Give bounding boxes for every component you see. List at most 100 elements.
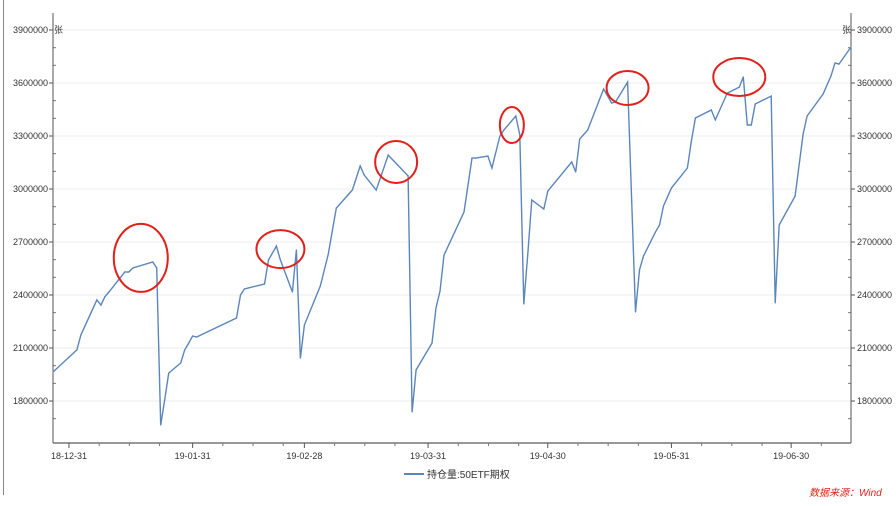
data-point (431, 342, 433, 344)
gridlines (53, 29, 851, 402)
data-point (634, 311, 637, 313)
series-line (52, 46, 852, 426)
data-point (275, 245, 278, 247)
y-tick-label-left: 3900000 (13, 25, 48, 35)
data-point (471, 157, 473, 159)
data-point (407, 175, 409, 177)
data-point (180, 362, 182, 364)
y-tick-label-right: 3000000 (857, 184, 892, 194)
data-point (291, 291, 293, 293)
data-point (654, 231, 657, 233)
data-point (156, 267, 158, 269)
highlight-circle (374, 139, 419, 184)
y-tick-label-left: 1800000 (13, 396, 48, 406)
data-point (794, 195, 796, 197)
data-point (319, 285, 321, 287)
data-point (802, 133, 804, 135)
data-point (770, 95, 772, 97)
data-point (100, 304, 102, 306)
x-tick-label: 19-02-28 (286, 451, 322, 461)
data-point (834, 62, 836, 64)
data-point (132, 267, 134, 269)
data-point (184, 349, 186, 351)
data-point (196, 336, 198, 338)
data-point (626, 81, 629, 83)
data-point (686, 167, 689, 169)
data-point (351, 189, 353, 191)
data-point (104, 296, 106, 298)
data-point (523, 303, 525, 305)
data-point (267, 259, 270, 261)
y-tick-label-right: 2400000 (857, 290, 892, 300)
data-point (164, 399, 166, 401)
data-point (519, 134, 521, 136)
data-point (439, 290, 441, 292)
data-point (658, 224, 661, 226)
legend-swatch (404, 472, 424, 475)
data-point (327, 253, 329, 255)
data-point (475, 157, 477, 159)
highlight-circle (255, 229, 306, 270)
data-point (642, 255, 645, 257)
data-point (850, 46, 852, 48)
data-point (243, 288, 246, 290)
data-point (774, 302, 776, 304)
data-point (527, 253, 529, 255)
data-point (754, 103, 756, 105)
data-point (491, 167, 493, 169)
data-point (443, 254, 445, 256)
data-point (838, 63, 840, 65)
data-point (108, 291, 110, 293)
y-tick-label-left: 3600000 (13, 78, 48, 88)
axes: 1800000 1800000 2100000 2100000 2400000 24000… (13, 13, 892, 461)
data-point (279, 259, 282, 261)
data-point (714, 119, 716, 121)
data-point (160, 424, 162, 426)
y-tick-label-left: 3300000 (13, 131, 48, 141)
data-point (96, 299, 98, 301)
left-axis-unit: 张 (54, 25, 63, 35)
data-point (435, 307, 437, 309)
data-point (239, 294, 242, 296)
data-point (694, 117, 696, 119)
data-point (235, 317, 238, 319)
x-tick-label: 18-12-31 (51, 451, 87, 461)
data-point (387, 154, 389, 156)
data-point (487, 155, 489, 157)
data-point (575, 171, 577, 173)
data-point (738, 86, 740, 88)
x-tick-label: 19-03-31 (410, 451, 446, 461)
y-tick-label-left: 2400000 (13, 290, 48, 300)
data-point (52, 371, 54, 373)
data-point (531, 199, 533, 201)
data-point (822, 93, 824, 95)
y-tick-label-right: 1800000 (857, 396, 892, 406)
x-tick-label: 19-01-31 (175, 451, 211, 461)
data-point (124, 271, 126, 273)
data-point (543, 208, 545, 210)
right-axis-unit: 张 (842, 25, 851, 35)
series-layer (52, 46, 852, 426)
x-tick-label: 19-04-30 (530, 451, 566, 461)
data-point (295, 249, 297, 251)
annotation-layer (112, 56, 767, 293)
data-point (335, 207, 337, 209)
data-point (359, 165, 361, 167)
y-tick-label-left: 2100000 (13, 343, 48, 353)
highlight-circle (112, 222, 169, 293)
data-point (638, 269, 641, 271)
legend: 持仓量:50ETF期权 (404, 466, 510, 481)
highlight-circle (605, 69, 650, 106)
data-point (662, 205, 665, 207)
data-source: 数据来源：Wind (809, 488, 882, 499)
data-point (503, 129, 505, 131)
data-point (299, 357, 301, 359)
data-point (192, 335, 194, 337)
data-point (76, 349, 78, 351)
data-point (587, 129, 589, 131)
data-point (80, 334, 82, 336)
data-point (742, 76, 744, 78)
data-point (375, 189, 377, 191)
data-point (303, 324, 305, 326)
